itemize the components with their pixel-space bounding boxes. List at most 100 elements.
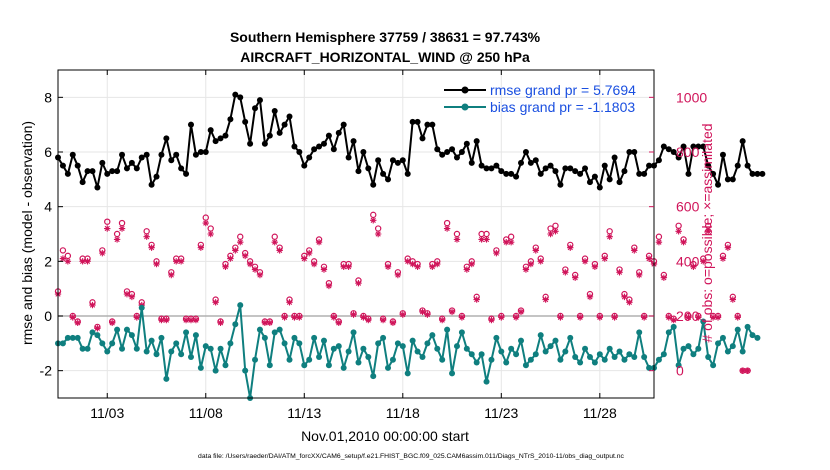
bias-point bbox=[335, 343, 342, 350]
obs-assimilated-point bbox=[79, 258, 86, 265]
rmse-point bbox=[192, 151, 199, 158]
rmse-point bbox=[705, 162, 712, 169]
bias-point bbox=[183, 329, 190, 336]
bias-point bbox=[621, 356, 628, 363]
obs-assimilated-point bbox=[374, 230, 382, 238]
rmse-point bbox=[483, 165, 490, 172]
obs-assimilated-point bbox=[438, 316, 446, 324]
obs-assimilated-point bbox=[306, 249, 313, 257]
rmse-point bbox=[187, 121, 194, 128]
rmse-point bbox=[710, 170, 717, 177]
bias-point bbox=[325, 362, 332, 369]
rmse-point bbox=[660, 143, 667, 150]
rmse-point bbox=[242, 118, 249, 125]
bias-point bbox=[271, 329, 278, 336]
rmse-point bbox=[350, 138, 357, 145]
legend-rmse-marker bbox=[461, 86, 469, 94]
rmse-point bbox=[508, 170, 515, 177]
rmse-point bbox=[586, 179, 593, 186]
rmse-point bbox=[197, 149, 204, 155]
legend-bias-marker bbox=[461, 103, 469, 111]
obs-possible-point bbox=[237, 233, 244, 240]
data-file-footnote: data file: /Users/raeder/DAI/ATM_forcXX/… bbox=[198, 453, 624, 460]
obs-assimilated-point bbox=[370, 217, 377, 224]
obs-assimilated-point bbox=[261, 319, 269, 327]
rmse-point bbox=[158, 151, 165, 158]
bias-point bbox=[710, 362, 717, 369]
bias-point bbox=[611, 354, 618, 360]
rmse-series bbox=[55, 91, 766, 191]
bias-point bbox=[695, 345, 702, 352]
legend-bias-label: bias grand pr = -1.1803 bbox=[490, 99, 635, 115]
rmse-point bbox=[114, 168, 121, 175]
bias-point bbox=[158, 334, 165, 341]
rmse-point bbox=[183, 170, 190, 177]
bias-point bbox=[439, 356, 446, 363]
obs-assimilated-point bbox=[241, 252, 249, 260]
bias-point bbox=[557, 356, 564, 363]
rmse-point bbox=[424, 121, 431, 128]
bias-point bbox=[370, 373, 377, 380]
bias-point bbox=[626, 351, 633, 358]
rmse-point bbox=[271, 108, 278, 114]
x-axis-label: Nov.01,2010 00:00:00 start bbox=[301, 428, 469, 444]
obs-possible-point bbox=[675, 222, 682, 229]
bias-point bbox=[670, 323, 677, 330]
bias-point bbox=[483, 378, 490, 385]
bias-point bbox=[375, 340, 382, 347]
y-left-tick-label: 0 bbox=[44, 308, 52, 324]
bias-point bbox=[582, 345, 589, 352]
bias-point bbox=[128, 332, 135, 339]
x-tick-label: 11/03 bbox=[90, 405, 124, 421]
chart-title-line2: AIRCRAFT_HORIZONTAL_WIND @ 250 hPa bbox=[240, 49, 530, 65]
bias-point bbox=[306, 356, 313, 363]
rmse-point bbox=[355, 168, 362, 175]
bias-point bbox=[429, 332, 436, 339]
rmse-point bbox=[325, 132, 332, 139]
rmse-point bbox=[631, 149, 638, 155]
rmse-point bbox=[449, 146, 456, 153]
obs-assimilated-point bbox=[473, 296, 480, 303]
bias-point bbox=[636, 329, 643, 336]
bias-point bbox=[360, 345, 367, 352]
bias-point bbox=[532, 351, 539, 358]
rmse-point bbox=[715, 181, 722, 188]
obs-assimilated-point bbox=[645, 255, 653, 262]
plot-frame bbox=[57, 69, 655, 399]
obs-assimilated-point bbox=[537, 258, 544, 265]
bias-point bbox=[217, 345, 224, 352]
rmse-point bbox=[168, 157, 175, 164]
y-right-tick-label: 1000 bbox=[676, 89, 707, 105]
bias-point bbox=[394, 340, 401, 347]
rmse-point bbox=[453, 154, 460, 161]
rmse-point bbox=[281, 121, 288, 128]
rmse-point bbox=[646, 162, 653, 169]
rmse-point bbox=[217, 135, 224, 142]
y-left-tick-label: 2 bbox=[44, 253, 52, 269]
obs-assimilated-point bbox=[626, 299, 633, 306]
obs-assimilated-point bbox=[636, 271, 643, 279]
bias-point bbox=[655, 356, 662, 363]
bias-point bbox=[542, 348, 549, 355]
obs-assimilated-point bbox=[714, 314, 722, 321]
obs-assimilated-point bbox=[601, 255, 608, 262]
bias-point bbox=[138, 304, 145, 311]
y-right-tick-label: 800 bbox=[676, 144, 700, 160]
rmse-point bbox=[665, 146, 672, 153]
bias-point bbox=[586, 354, 593, 360]
bias-point bbox=[276, 326, 283, 333]
rmse-point bbox=[582, 165, 589, 172]
rmse-point bbox=[419, 135, 426, 142]
obs-assimilated-point bbox=[532, 247, 539, 254]
rmse-point bbox=[79, 179, 86, 186]
rmse-point bbox=[291, 143, 298, 150]
bias-point bbox=[242, 367, 249, 374]
rmse-point bbox=[360, 149, 367, 155]
obs-assimilated-point bbox=[700, 258, 707, 265]
rmse-point bbox=[74, 162, 81, 169]
obs-assimilated-point bbox=[434, 260, 441, 268]
bias-point bbox=[749, 332, 756, 339]
rmse-point bbox=[478, 162, 485, 169]
rmse-point bbox=[458, 149, 465, 155]
bias-point bbox=[675, 362, 682, 369]
